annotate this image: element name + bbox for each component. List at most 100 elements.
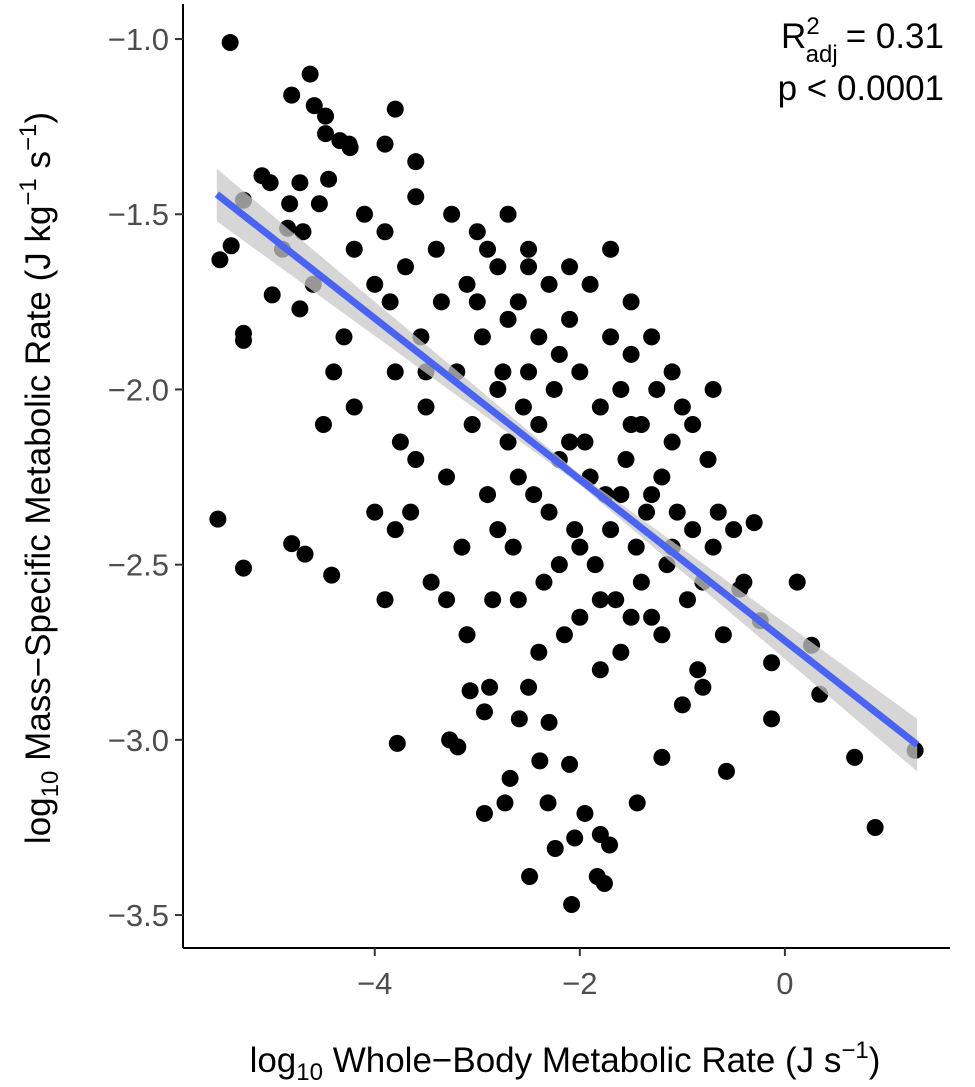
point: [717, 762, 735, 780]
r-value: = 0.31: [846, 17, 944, 56]
point: [499, 310, 517, 328]
r-text: R: [781, 17, 806, 56]
point: [663, 363, 681, 381]
point: [714, 626, 732, 644]
point: [438, 591, 456, 609]
point: [261, 174, 279, 192]
point: [709, 503, 727, 521]
y-title-sup: −1: [15, 178, 42, 205]
point: [489, 521, 507, 539]
point: [458, 275, 476, 293]
point: [602, 240, 620, 258]
point: [566, 521, 584, 539]
point: [438, 468, 456, 486]
point: [222, 237, 240, 255]
point: [376, 223, 394, 241]
x-title-sub: 10: [296, 1059, 323, 1086]
point: [345, 240, 363, 258]
point: [514, 398, 532, 416]
point: [397, 258, 415, 276]
point: [335, 328, 353, 346]
point: [763, 710, 781, 728]
point: [540, 503, 558, 521]
point: [571, 363, 589, 381]
point: [571, 608, 589, 626]
point: [291, 300, 309, 318]
point: [281, 195, 299, 213]
point: [673, 696, 691, 714]
y-tick-label: −3.0: [108, 723, 169, 758]
point: [366, 275, 384, 293]
point: [345, 398, 363, 416]
point: [653, 468, 671, 486]
y-title-part: s: [19, 151, 58, 178]
point: [622, 293, 640, 311]
point: [407, 153, 425, 171]
point: [866, 818, 884, 836]
point: [539, 794, 557, 812]
point: [283, 535, 301, 553]
point: [628, 794, 646, 812]
y-tick-label: −1.5: [108, 197, 169, 232]
point: [509, 468, 527, 486]
point: [305, 97, 323, 115]
point: [607, 591, 625, 609]
point: [561, 433, 579, 451]
point: [612, 486, 630, 504]
point: [499, 205, 517, 223]
point: [602, 521, 620, 539]
point: [443, 205, 461, 223]
point: [550, 345, 568, 363]
point: [221, 34, 239, 52]
y-tick-label: −2.5: [108, 548, 169, 583]
x-title-sup: −1: [841, 1037, 868, 1064]
point: [432, 293, 450, 311]
point: [643, 328, 661, 346]
point: [479, 486, 497, 504]
point: [694, 678, 712, 696]
point: [407, 188, 425, 206]
point: [499, 433, 517, 451]
point: [211, 251, 229, 269]
point: [566, 829, 584, 847]
point: [591, 661, 609, 679]
point: [520, 240, 538, 258]
point: [530, 643, 548, 661]
point: [504, 538, 522, 556]
point: [325, 363, 343, 381]
point: [417, 398, 435, 416]
point: [632, 573, 650, 591]
r-sup: 2: [806, 13, 819, 40]
x-axis-title: log10 Whole−Body Metabolic Rate (J s−1): [250, 1037, 881, 1086]
point: [668, 503, 686, 521]
point: [520, 363, 538, 381]
point: [555, 626, 573, 644]
point: [473, 328, 491, 346]
point: [530, 328, 548, 346]
point: [576, 433, 594, 451]
y-title-part: ): [19, 112, 58, 124]
point: [422, 573, 440, 591]
point: [386, 100, 404, 118]
point: [643, 486, 661, 504]
point: [653, 626, 671, 644]
point: [678, 591, 696, 609]
point: [622, 608, 640, 626]
point: [386, 521, 404, 539]
r-sub: adj: [806, 41, 838, 68]
point: [209, 510, 227, 528]
point: [496, 794, 514, 812]
point: [234, 331, 252, 349]
point: [535, 573, 553, 591]
point: [699, 451, 717, 469]
point: [291, 174, 309, 192]
y-axis-title: log10 Mass−Specific Metabolic Rate (J kg…: [15, 112, 64, 844]
point: [643, 608, 661, 626]
point: [386, 363, 404, 381]
point: [531, 752, 549, 770]
r-squared: R2 adj = 0.31: [781, 13, 944, 68]
point: [402, 503, 420, 521]
point: [617, 451, 635, 469]
point: [545, 380, 563, 398]
point: [586, 556, 604, 574]
